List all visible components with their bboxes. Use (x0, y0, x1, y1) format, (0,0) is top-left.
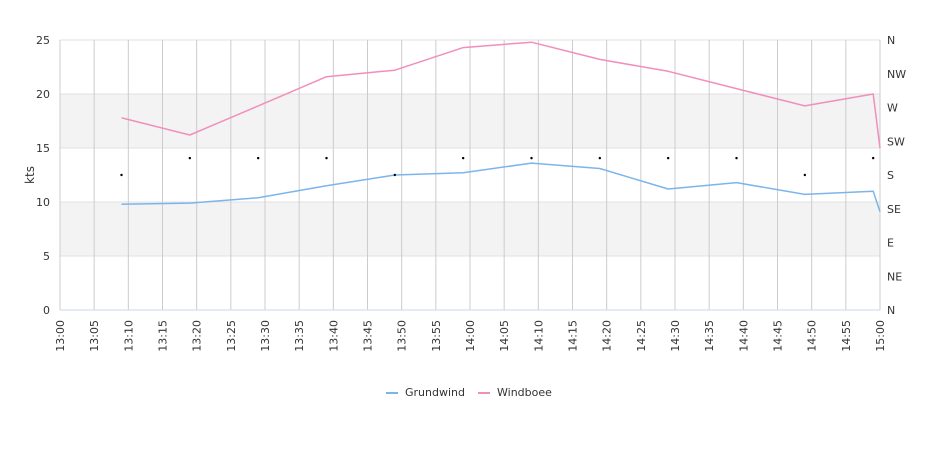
x-tick-label: 13:20 (191, 320, 204, 352)
x-tick-label: 14:30 (669, 320, 682, 352)
y-tick-label: 0 (43, 304, 50, 317)
direction-marker (598, 156, 602, 160)
x-tick-label: 13:30 (259, 320, 272, 352)
x-tick-label: 14:15 (567, 320, 580, 352)
y-axis-title: kts (23, 166, 37, 184)
y-tick-label: 5 (43, 250, 50, 263)
axes: 0 5 10 15 20 25 N NE E SE S SW W NW N 13:00 13:05 13:10 13… (36, 34, 906, 352)
direction-marker (871, 156, 875, 160)
legend-label-grundwind: Grundwind (405, 386, 465, 399)
series-lines (121, 41, 881, 212)
x-tick-label: 14:40 (737, 320, 750, 352)
y2-tick-label: N (887, 34, 895, 47)
x-tick-label: 13:40 (327, 320, 340, 352)
y2-tick-label: SW (887, 135, 905, 148)
x-tick-label: 14:00 (464, 320, 477, 352)
series-line-windboee (121, 41, 881, 149)
x-tick-label: 14:35 (703, 320, 716, 352)
direction-marker (188, 156, 192, 160)
direction-marker (803, 173, 807, 177)
legend-label-windboee: Windboee (497, 386, 552, 399)
direction-marker (256, 156, 260, 160)
x-tick-label: 15:00 (874, 320, 887, 352)
direction-marker (666, 156, 670, 160)
x-tick-label: 13:15 (157, 320, 170, 352)
y-tick-label: 15 (36, 142, 50, 155)
x-tick-label: 14:10 (532, 320, 545, 352)
x-tick-label: 13:50 (396, 320, 409, 352)
x-tick-label: 14:20 (601, 320, 614, 352)
legend: Grundwind Windboee (386, 386, 552, 399)
x-tick-label: 13:35 (293, 320, 306, 352)
direction-marker (530, 156, 533, 160)
x-tick-label: 13:00 (54, 320, 67, 352)
y-tick-label: 25 (36, 34, 50, 47)
x-tick-label: 13:10 (122, 320, 135, 352)
x-tick-label: 14:05 (498, 320, 511, 352)
y-tick-label: 10 (36, 196, 50, 209)
y2-tick-label: S (887, 169, 894, 182)
x-tick-label: 13:25 (225, 320, 238, 352)
direction-markers (120, 156, 875, 177)
y-tick-label: 20 (36, 88, 50, 101)
x-tick-label: 13:05 (88, 320, 101, 352)
x-tick-label: 14:25 (635, 320, 648, 352)
x-tick-label: 14:45 (772, 320, 785, 352)
x-tick-label: 13:55 (430, 320, 443, 352)
y2-tick-label: NW (887, 68, 906, 81)
direction-marker (325, 156, 328, 160)
y2-tick-label: W (887, 102, 898, 115)
y2-tick-label: NE (887, 270, 902, 283)
y2-tick-label: E (887, 237, 894, 250)
series-line-grundwind (121, 162, 881, 212)
direction-marker (393, 173, 397, 177)
direction-marker (461, 156, 465, 160)
x-tick-label: 14:50 (806, 320, 819, 352)
direction-marker (120, 173, 123, 177)
y2-tick-label: SE (887, 203, 901, 216)
x-tick-label: 13:45 (362, 320, 375, 352)
grid-lines (59, 39, 881, 311)
direction-marker (735, 156, 738, 160)
y2-tick-label: N (887, 304, 895, 317)
x-tick-label: 14:55 (840, 320, 853, 352)
